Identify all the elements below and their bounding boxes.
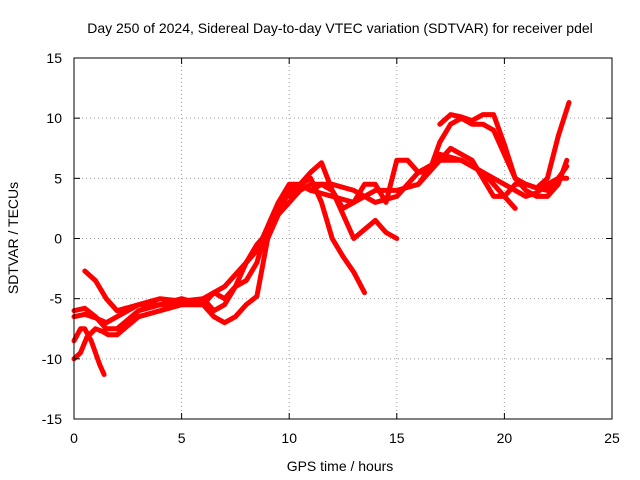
series-line-2 — [71, 181, 400, 332]
x-tick-label: 5 — [178, 430, 186, 446]
y-tick-label: 10 — [46, 110, 62, 126]
grid-lines — [74, 58, 612, 419]
x-tick-label: 25 — [604, 430, 620, 446]
x-tick-label: 0 — [70, 430, 78, 446]
x-tick-label: 10 — [281, 430, 297, 446]
axis-ticks: 0 5 10 15 20 25 -15 -10 -5 0 5 10 15 — [42, 50, 620, 446]
data-series — [71, 100, 572, 377]
y-tick-label: 0 — [54, 231, 62, 247]
y-tick-label: -5 — [50, 291, 63, 307]
chart-title: Day 250 of 2024, Sidereal Day-to-day VTE… — [87, 20, 593, 36]
y-tick-label: 15 — [46, 50, 62, 66]
y-axis-label: SDTVAR / TECUs — [5, 182, 21, 294]
series-line-5 — [82, 157, 570, 314]
series-line-1 — [71, 175, 367, 326]
series-line-8 — [415, 145, 570, 199]
x-axis-label: GPS time / hours — [287, 458, 394, 474]
x-tick-label: 15 — [389, 430, 405, 446]
y-tick-label: -10 — [42, 351, 62, 367]
series-line-7 — [437, 100, 572, 191]
x-tick-label: 20 — [497, 430, 513, 446]
series-line-3 — [71, 326, 107, 377]
y-tick-label: 5 — [54, 170, 62, 186]
y-tick-label: -15 — [42, 411, 62, 427]
